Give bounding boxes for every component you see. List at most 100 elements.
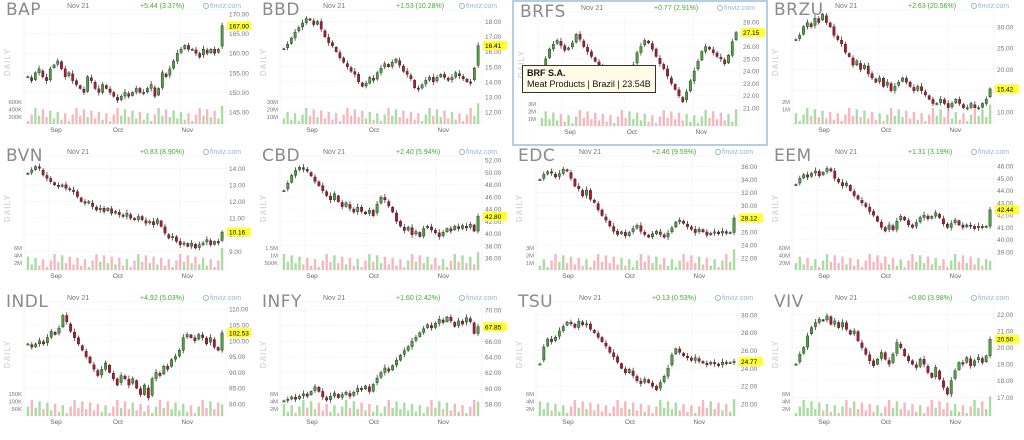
candle-body <box>538 363 542 366</box>
volume-bar <box>806 407 809 416</box>
volume-bar <box>316 117 319 124</box>
candle-body <box>402 350 406 355</box>
candle-body <box>689 226 693 230</box>
candle-body <box>833 170 837 179</box>
candle-body <box>157 88 160 96</box>
volume-bar <box>907 410 910 416</box>
volume-bar <box>56 111 59 124</box>
candle-body <box>340 394 344 398</box>
volume-bar <box>410 403 414 416</box>
candle-body <box>91 202 95 207</box>
volume-bar <box>379 413 383 416</box>
volume-bar <box>189 405 193 416</box>
finviz-brand: finviz.com <box>459 3 497 10</box>
volume-bar <box>349 115 353 124</box>
price-tick-label: 28.00 <box>743 20 760 27</box>
candle-body <box>895 221 899 230</box>
volume-bar <box>157 108 160 124</box>
candle-body <box>569 322 573 325</box>
candle-body <box>802 347 806 354</box>
price-tick-label: 18.00 <box>997 378 1014 385</box>
volume-bar <box>418 405 422 416</box>
volume-bar <box>337 413 340 416</box>
price-tick-label: 26.00 <box>743 44 760 51</box>
volume-bar <box>942 259 945 270</box>
candle-body <box>666 232 670 238</box>
chart-panel-brzu[interactable]: 10.0015.0020.0025.0030.0015.422M1MSepOct… <box>768 0 1024 146</box>
volume-bar <box>662 257 666 270</box>
volume-bar <box>286 111 289 124</box>
chart-panel-eem[interactable]: 39.00 40.00 41.00 42.00 43.00 44.00 45.00 46.00… <box>768 146 1024 292</box>
price-axis: 12.0013.0014.0015.0016.0017.0018.0016.41… <box>267 19 507 134</box>
chart-panel-viv[interactable]: 17.00 18.00 19.00 20.00 21.00 22.00 20.50 6M 4M 2… <box>768 292 1024 438</box>
candle-body <box>80 345 84 351</box>
volume-bar <box>163 265 167 270</box>
candle-body <box>294 170 297 176</box>
brand-text: finviz.com <box>978 3 1010 10</box>
volume-bar <box>320 110 323 124</box>
volume-tick-label: 2M <box>526 407 534 413</box>
price-tick-label: 95.00 <box>229 354 246 361</box>
candle-body <box>723 59 727 64</box>
candle-body <box>476 326 480 334</box>
volume-bar <box>966 121 969 124</box>
date-tick-label: Sep <box>50 273 62 280</box>
candle-body <box>430 226 433 231</box>
volume-bar <box>379 121 383 124</box>
volume-bar <box>696 123 700 126</box>
volume-bar <box>651 413 654 416</box>
price-tick-label: 90.00 <box>229 370 246 377</box>
volume-bar <box>26 406 30 416</box>
candle-body <box>379 68 383 73</box>
chart-panel-bap[interactable]: 145.00 150.00 155.00 160.00 165.00 170.00 167.… <box>0 0 256 146</box>
price-tick-label: 16.00 <box>485 49 502 56</box>
chart-panel-bbd[interactable]: 12.00 13.00 14.00 15.00 16.00 17.00 18.00 16.41… <box>256 0 512 146</box>
last-price-box <box>739 357 763 367</box>
candle-body <box>730 41 734 56</box>
candle-body <box>104 85 108 89</box>
volume-bar <box>298 256 301 270</box>
volume-bar <box>52 118 56 124</box>
gridlines <box>23 155 227 271</box>
volume-tick-label: 200K <box>8 115 22 121</box>
last-price-label: 15.42 <box>997 86 1014 93</box>
volume-bar <box>133 260 136 270</box>
candle-body <box>45 77 48 81</box>
candle-body <box>179 49 183 53</box>
candle-body <box>375 203 379 213</box>
candle-body <box>868 206 872 212</box>
volume-bar <box>95 254 98 270</box>
volume-bar <box>891 257 895 270</box>
candle-body <box>331 42 334 46</box>
volume-bar <box>934 257 937 270</box>
volume-bar <box>90 110 93 124</box>
chart-panel-cbd[interactable]: 36.00 38.00 40.00 42.00 44.00 46.00 48.00 50.00… <box>256 146 512 292</box>
volume-tick-label: 30M <box>267 100 278 106</box>
candle-body <box>872 211 875 216</box>
chart-panel-indl[interactable]: 80.00 85.00 90.00 95.00 100.00 105.00 110.00 10… <box>0 292 256 438</box>
candle-body <box>728 362 732 364</box>
date-tick-label: Nov <box>438 273 450 280</box>
chart-panel-tsu[interactable]: 20.00 22.00 24.00 26.00 28.00 30.00 24.77 6M 4M 2… <box>512 292 768 438</box>
volume-bar <box>439 117 442 124</box>
candle-body <box>84 351 88 357</box>
ticker-symbol: BRZU <box>774 0 824 20</box>
volume-bar <box>538 265 542 270</box>
chart-panel-bvn[interactable]: 9.0010.0011.0012.0013.0014.0010.166M4M2M… <box>0 146 256 292</box>
candle-body <box>627 232 631 236</box>
volume-bar <box>391 257 394 270</box>
volume-bar <box>903 402 906 416</box>
volume-bar <box>961 405 965 416</box>
candle-body <box>837 322 841 328</box>
candle-body <box>817 319 821 323</box>
finviz-logo-icon <box>971 295 977 301</box>
price-tick-label: 165.00 <box>229 31 249 38</box>
candle-body <box>356 388 360 393</box>
chart-panel-edc[interactable]: 22.0024.0026.0028.0030.0032.0034.0036.00… <box>512 146 768 292</box>
candle-body <box>344 202 348 207</box>
candle-body <box>682 220 685 224</box>
chart-panel-brfs[interactable]: 21.0022.0023.0024.0025.0026.0027.0028.00… <box>512 0 768 146</box>
timeframe-label: DAILY <box>771 48 780 77</box>
candle-body <box>860 342 864 348</box>
chart-panel-infy[interactable]: 58.0060.0062.0064.0066.0068.0070.0067.85… <box>256 292 512 438</box>
